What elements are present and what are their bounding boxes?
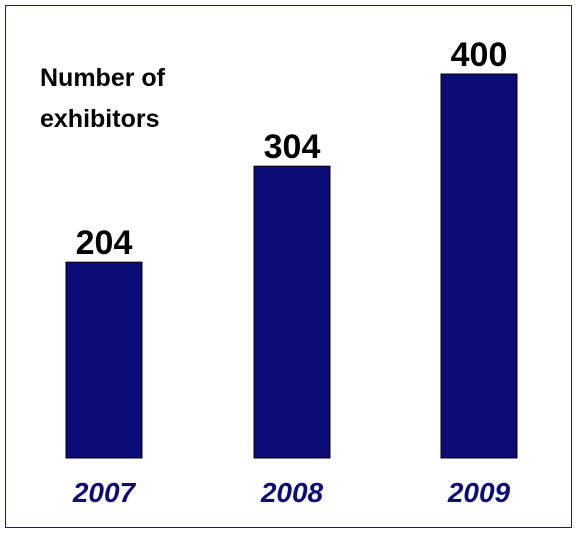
category-label-2009: 2009 [447,477,511,508]
category-labels-group: 2007 2008 2009 [72,477,511,508]
chart-title: Number of exhibitors [40,64,166,133]
data-label-2008: 304 [264,128,321,166]
bar-2008 [253,165,331,459]
title-line-2: exhibitors [40,105,159,133]
data-label-2009: 400 [451,36,508,74]
bar-2007 [65,261,143,459]
title-line-1: Number of [40,64,166,92]
category-label-2008: 2008 [260,477,324,508]
data-label-2007: 204 [76,224,133,262]
bars-group [65,73,518,459]
value-labels-group: 204 304 400 [76,36,508,262]
category-label-2007: 2007 [72,477,137,508]
bar-2009 [440,73,518,459]
